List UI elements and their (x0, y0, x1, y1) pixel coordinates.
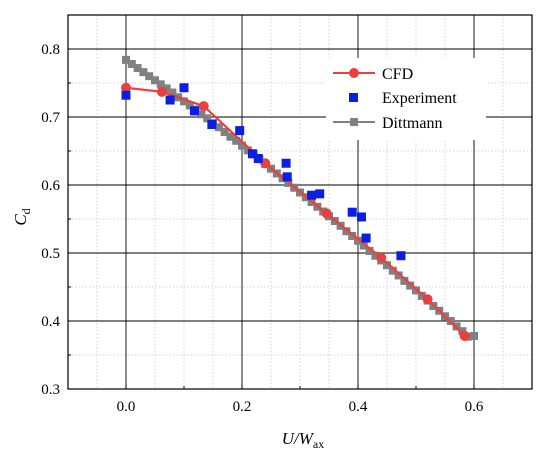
data-point-experiment (361, 233, 371, 243)
data-point-dittmann (151, 76, 159, 85)
data-point-cfd (459, 330, 470, 341)
y-tick-label: 0.8 (41, 42, 60, 58)
data-point-dittmann (180, 97, 188, 106)
data-point-experiment (207, 119, 217, 129)
data-point-experiment (396, 251, 406, 261)
data-point-experiment (121, 90, 131, 100)
y-tick-label: 0.6 (41, 178, 60, 194)
data-point-experiment (189, 106, 199, 116)
data-point-dittmann (238, 141, 246, 150)
legend-marker-dittmann (350, 118, 358, 126)
data-point-dittmann (232, 136, 241, 145)
y-tick-label: 0.3 (41, 382, 60, 398)
data-point-experiment (253, 153, 263, 163)
data-point-dittmann (354, 236, 362, 245)
legend-label-dittmann: Dittmann (382, 115, 442, 132)
data-point-experiment (315, 189, 325, 199)
data-point-cfd (198, 101, 209, 112)
data-point-dittmann (348, 232, 357, 240)
data-point-dittmann (342, 227, 351, 236)
data-point-dittmann (365, 246, 374, 255)
series-line-cfd (125, 86, 466, 337)
data-point-cfd (156, 86, 167, 97)
data-point-dittmann (162, 84, 171, 93)
legend-item-dittmann: Dittmann (333, 115, 442, 132)
data-point-dittmann (458, 327, 467, 336)
legend-label-cfd: CFD (382, 66, 413, 83)
data-point-dittmann (156, 80, 165, 89)
data-point-experiment (282, 172, 292, 182)
x-tick-label: 0.6 (465, 399, 484, 415)
data-point-experiment (356, 212, 366, 222)
data-point-experiment (165, 95, 175, 105)
data-point-dittmann (394, 271, 403, 280)
data-point-dittmann (185, 101, 194, 110)
y-tick-label: 0.7 (41, 110, 60, 126)
data-point-dittmann (412, 286, 420, 295)
ticks-layer: 0.0 0.2 0.4 0.6 0.3 0.4 0.5 0.6 0.7 0.8 (41, 14, 533, 415)
legend-marker-experiment (349, 93, 358, 102)
data-point-dittmann (383, 261, 391, 270)
data-point-experiment (179, 83, 189, 93)
data-point-experiment (247, 149, 257, 159)
data-point-dittmann (127, 59, 136, 68)
x-tick-label: 0.4 (349, 399, 368, 415)
data-point-dittmann (220, 127, 229, 136)
x-tick-label: 0.2 (233, 399, 252, 415)
data-point-dittmann (243, 146, 252, 155)
y-tick-label: 0.4 (41, 314, 60, 330)
legend: CFD Experiment Dittmann (326, 58, 486, 140)
data-point-dittmann (145, 72, 154, 81)
data-point-experiment (235, 126, 245, 136)
y-tick-label: 0.5 (41, 246, 60, 262)
legend-item-cfd: CFD (333, 66, 413, 83)
data-point-dittmann (417, 291, 426, 300)
data-point-dittmann (139, 68, 148, 77)
data-point-dittmann (371, 251, 380, 260)
data-point-dittmann (122, 55, 130, 64)
legend-marker-cfd (349, 68, 359, 78)
data-point-cfd (121, 82, 131, 93)
data-point-cfd (376, 252, 387, 263)
data-point-dittmann (226, 132, 235, 141)
x-tick-label: 0.0 (117, 399, 136, 415)
data-point-experiment (307, 190, 317, 200)
y-axis-label: Cd (11, 208, 33, 225)
data-point-dittmann (359, 241, 368, 250)
data-point-experiment (281, 158, 291, 168)
data-point-cfd (422, 294, 433, 305)
data-point-dittmann (388, 266, 397, 275)
legend-item-experiment: Experiment (349, 90, 457, 107)
data-point-dittmann (197, 110, 206, 119)
data-point-cfd (321, 208, 332, 219)
x-axis-label: U/Wax (282, 429, 325, 451)
data-point-dittmann (400, 276, 409, 285)
series-layer (121, 55, 478, 341)
data-point-dittmann (214, 123, 223, 132)
data-point-dittmann (406, 281, 415, 290)
minor-grid (68, 15, 532, 389)
data-point-dittmann (168, 88, 177, 97)
legend-label-experiment: Experiment (382, 90, 457, 107)
data-point-dittmann (470, 331, 478, 340)
data-point-experiment (347, 207, 357, 217)
data-point-dittmann (203, 114, 212, 123)
data-point-dittmann (133, 64, 142, 73)
